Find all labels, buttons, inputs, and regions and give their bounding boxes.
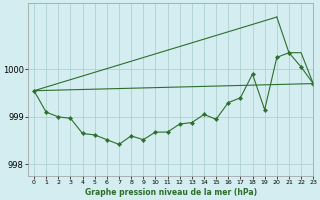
X-axis label: Graphe pression niveau de la mer (hPa): Graphe pression niveau de la mer (hPa) bbox=[84, 188, 257, 197]
